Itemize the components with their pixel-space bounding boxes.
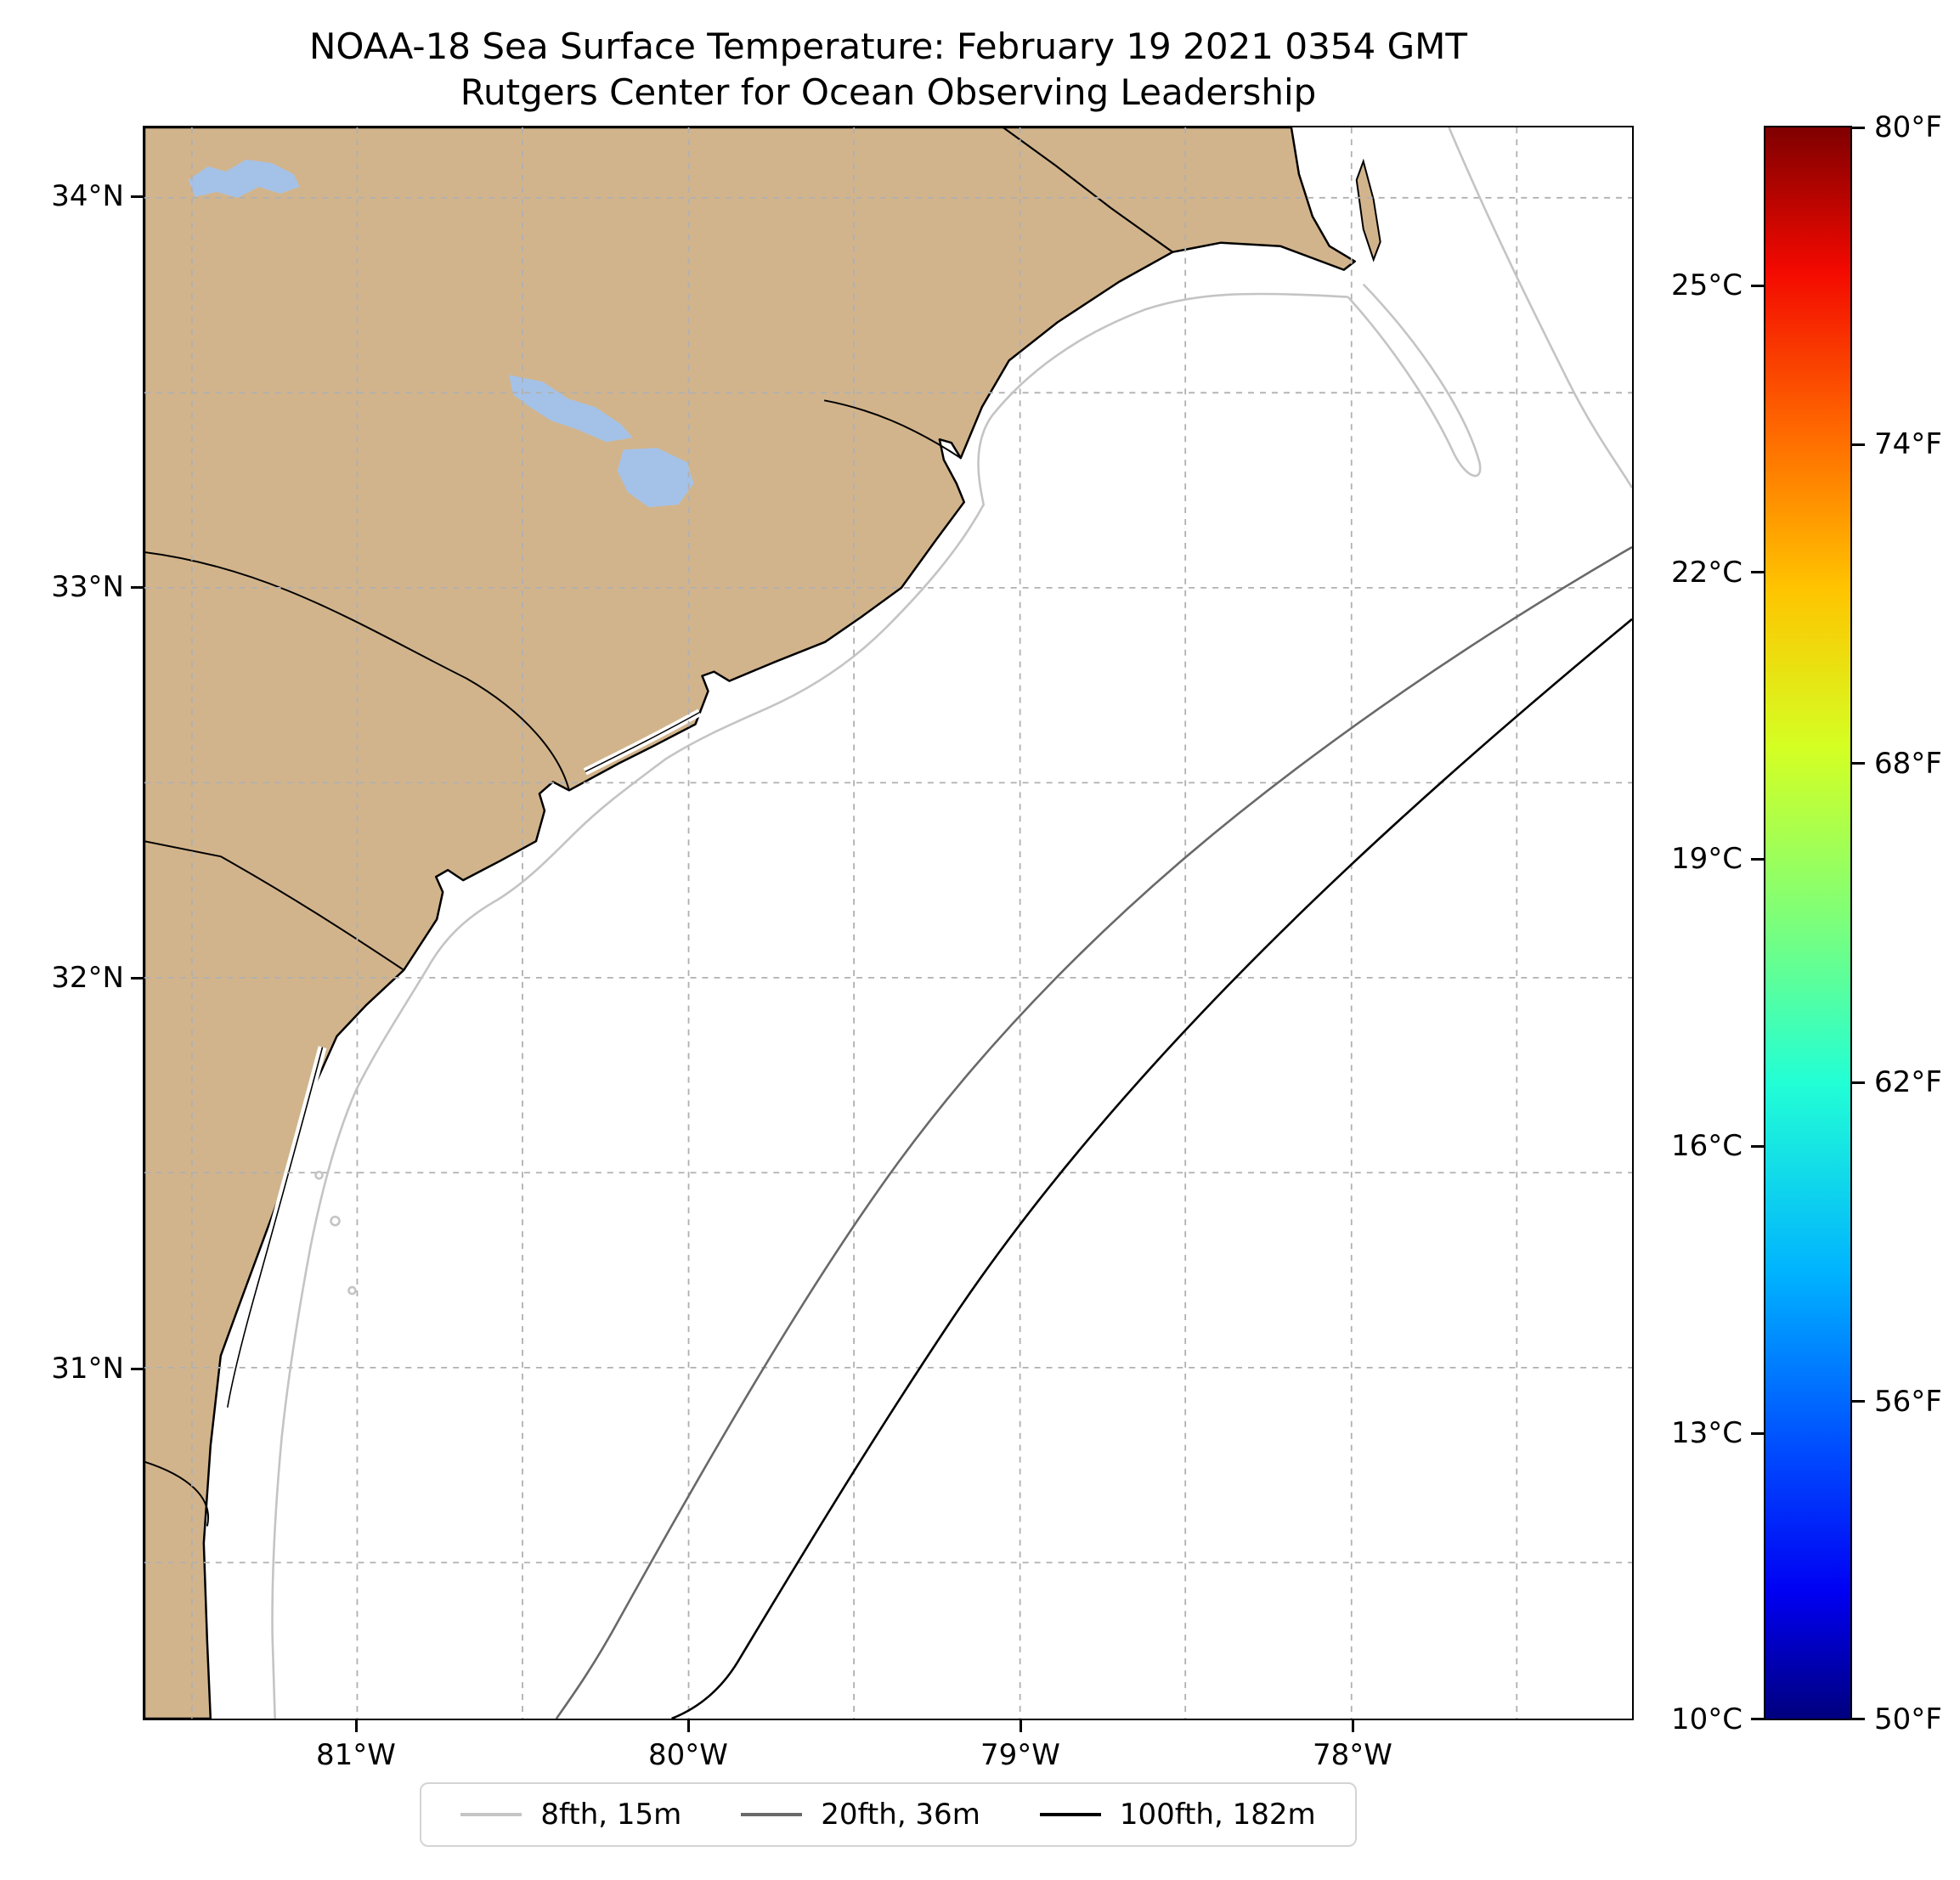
x-tickmark — [355, 1720, 358, 1732]
x-tick-label-81w: 81°W — [316, 1738, 396, 1772]
colorbar-tick-f — [1852, 1400, 1865, 1403]
colorbar-label-22c: 22°C — [1670, 556, 1743, 590]
page-title: NOAA-18 Sea Surface Temperature: Februar… — [308, 25, 1468, 67]
colorbar-label-19c: 19°C — [1670, 842, 1743, 876]
legend-label-182m: 100fth, 182m — [1119, 1798, 1316, 1832]
y-tick-label-32n: 32°N — [51, 961, 124, 995]
y-tickmark — [131, 586, 143, 589]
colorbar-label-25c: 25°C — [1670, 268, 1743, 302]
contour-182m — [671, 618, 1632, 1719]
legend-label-15m: 8fth, 15m — [540, 1798, 682, 1832]
colorbar-tick-c — [1751, 1718, 1764, 1720]
legend-line-15m-icon — [460, 1813, 522, 1816]
colorbar-tick-f — [1852, 443, 1865, 446]
colorbar-tick-f — [1852, 762, 1865, 765]
colorbar-label-80f: 80°F — [1874, 110, 1942, 144]
colorbar-tick-c — [1751, 571, 1764, 573]
legend-line-36m-icon — [741, 1813, 803, 1816]
island-cape-fear — [1355, 158, 1381, 263]
colorbar-label-13c: 13°C — [1670, 1416, 1743, 1450]
x-tickmark — [1020, 1720, 1022, 1732]
legend-line-182m-icon — [1039, 1813, 1101, 1816]
colorbar-tick-c — [1751, 1432, 1764, 1435]
x-tickmark — [687, 1720, 690, 1732]
x-tick-label-78w: 78°W — [1313, 1738, 1392, 1772]
x-tick-label-79w: 79°W — [980, 1738, 1060, 1772]
legend-label-36m: 20fth, 36m — [821, 1798, 980, 1832]
colorbar-gradient — [1764, 126, 1852, 1720]
gridlines — [144, 127, 1632, 1719]
colorbar-tick-f — [1852, 1718, 1865, 1720]
contour-36m — [555, 545, 1632, 1719]
colorbar-label-50f: 50°F — [1874, 1702, 1942, 1736]
state-border-line — [1003, 127, 1173, 253]
river-lines — [144, 399, 962, 1527]
colorbar-tick-f — [1852, 127, 1865, 129]
y-tick-label-33n: 33°N — [51, 570, 124, 604]
contour-15m — [271, 127, 1632, 1719]
colorbar-tick-c — [1751, 1145, 1764, 1148]
y-tick-label-31n: 31°N — [51, 1352, 124, 1386]
land-polygon — [144, 127, 1356, 1719]
colorbar-label-56f: 56°F — [1874, 1385, 1942, 1419]
x-tick-label-80w: 80°W — [648, 1738, 728, 1772]
intracoastal-channels — [223, 709, 702, 1409]
colorbar-tick-c — [1751, 285, 1764, 287]
colorbar-label-62f: 62°F — [1874, 1065, 1942, 1099]
y-tickmark — [131, 1368, 143, 1370]
legend-box: 8fth, 15m 20fth, 36m 100fth, 182m — [420, 1782, 1357, 1847]
colorbar-tick-f — [1852, 1081, 1865, 1084]
y-tickmark — [131, 977, 143, 980]
lake-top-left — [188, 159, 300, 198]
y-tick-label-34n: 34°N — [51, 179, 124, 213]
legend-item-182m: 100fth, 182m — [1039, 1798, 1316, 1832]
legend: 8fth, 15m 20fth, 36m 100fth, 182m — [143, 1782, 1634, 1847]
colorbar-label-74f: 74°F — [1874, 427, 1942, 461]
lake-marion — [509, 375, 633, 443]
colorbar-label-10c: 10°C — [1670, 1702, 1743, 1736]
legend-item-15m: 8fth, 15m — [460, 1798, 681, 1832]
page-subtitle: Rutgers Center for Ocean Observing Leade… — [460, 71, 1317, 113]
lake-moultrie — [617, 448, 694, 508]
y-tickmark — [131, 195, 143, 198]
colorbar-label-16c: 16°C — [1670, 1129, 1743, 1163]
map-plot — [143, 126, 1634, 1720]
legend-item-36m: 20fth, 36m — [741, 1798, 980, 1832]
map-svg — [144, 127, 1632, 1719]
colorbar-label-68f: 68°F — [1874, 747, 1942, 781]
colorbar-tick-c — [1751, 858, 1764, 861]
x-tickmark — [1352, 1720, 1354, 1732]
